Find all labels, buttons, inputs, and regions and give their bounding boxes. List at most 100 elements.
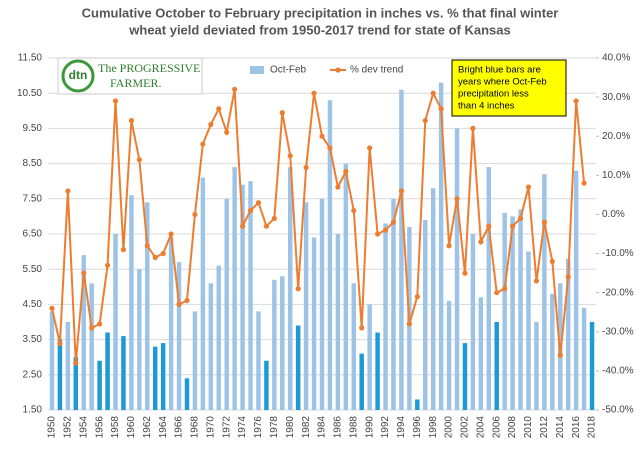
bar	[391, 198, 396, 410]
x-tick-label: 2010	[523, 416, 534, 439]
x-tick-label: 1956	[94, 416, 105, 439]
bar	[526, 251, 531, 410]
bar	[216, 265, 221, 410]
logo-mark: dtn	[69, 68, 88, 82]
annotation: years where Oct-Feb	[458, 77, 547, 88]
marker	[462, 270, 468, 276]
bar	[272, 279, 277, 410]
annotation-box	[451, 59, 567, 117]
y-tick-label: 3.50	[23, 334, 43, 345]
x-tick-label: 2004	[475, 416, 486, 439]
bar	[581, 307, 587, 410]
marker	[136, 157, 142, 163]
marker	[184, 297, 190, 304]
marker	[216, 106, 222, 112]
bar	[454, 128, 460, 410]
y-tick-label: 7.50	[23, 193, 43, 204]
bar	[57, 339, 63, 410]
marker	[517, 215, 524, 221]
bar	[176, 262, 182, 410]
x-tick-label: 2008	[507, 416, 518, 439]
x-tick-label: 1950	[47, 416, 58, 439]
bar	[168, 237, 174, 410]
marker	[374, 231, 381, 237]
y-tick-label: 1.50	[23, 405, 43, 416]
bar	[375, 332, 380, 410]
marker	[454, 196, 460, 202]
marker	[295, 286, 301, 292]
marker	[430, 90, 436, 96]
bar	[415, 399, 420, 410]
marker	[144, 243, 150, 249]
marker	[414, 293, 420, 300]
marker	[57, 340, 63, 347]
bar	[542, 174, 547, 410]
marker	[502, 286, 508, 292]
bar	[470, 234, 476, 410]
marker	[406, 321, 412, 327]
bar	[121, 336, 126, 410]
marker	[263, 223, 270, 229]
bar	[89, 283, 94, 410]
x-tick-label: 1982	[301, 416, 312, 439]
y-tick-label: 5.50	[23, 264, 43, 275]
y2-tick-label: 30.0%	[602, 92, 630, 103]
x-tick-label: 1978	[269, 416, 280, 439]
marker	[89, 325, 95, 331]
marker	[279, 110, 285, 116]
bar	[423, 219, 428, 410]
marker	[271, 215, 277, 221]
annotation: Bright blue bars are	[458, 65, 541, 76]
bar	[565, 258, 571, 410]
y-tick-label: 8.50	[23, 158, 43, 169]
x-tick-label: 1970	[205, 416, 216, 439]
bar	[184, 378, 190, 410]
y2-tick-label: 40.0%	[602, 53, 630, 64]
marker	[239, 223, 246, 229]
x-tick-label: 1980	[285, 416, 296, 439]
y2-tick-label: 20.0%	[602, 131, 630, 142]
y-tick-label: 9.50	[23, 123, 43, 134]
bar	[49, 311, 55, 410]
chart-title: Cumulative October to February precipita…	[82, 5, 559, 20]
marker	[200, 141, 206, 147]
marker	[557, 352, 563, 358]
marker	[351, 207, 357, 214]
x-tick-label: 1974	[237, 416, 248, 439]
x-tick-label: 2000	[444, 416, 455, 439]
y-tick-label: 2.50	[23, 369, 43, 380]
marker	[470, 125, 476, 131]
marker	[303, 164, 309, 171]
y-tick-label: 11.50	[18, 53, 43, 64]
bar	[430, 188, 436, 410]
x-tick-label: 1994	[396, 416, 407, 439]
marker	[81, 270, 87, 276]
x-tick-label: 1972	[221, 416, 232, 439]
marker	[382, 227, 389, 233]
marker	[97, 321, 103, 327]
bar	[399, 89, 404, 411]
logo-circle	[61, 59, 95, 93]
bar	[264, 360, 269, 410]
x-tick-label: 1998	[428, 416, 439, 439]
marker	[335, 184, 341, 190]
x-tick-label: 1986	[333, 416, 344, 439]
y2-tick-label: -10.0%	[602, 248, 634, 259]
bar	[232, 167, 237, 410]
marker	[232, 86, 238, 92]
y-tick-label: 4.50	[23, 299, 43, 310]
y2-tick-label: 0.0%	[602, 209, 625, 220]
marker	[549, 258, 555, 264]
marker	[319, 133, 325, 139]
x-tick-label: 1990	[364, 416, 375, 439]
marker	[525, 184, 532, 190]
marker	[478, 239, 484, 245]
x-tick-label: 1988	[348, 416, 359, 439]
bar	[319, 198, 325, 410]
x-tick-label: 1952	[62, 416, 73, 439]
marker	[327, 145, 333, 151]
bar	[502, 212, 507, 410]
marker	[541, 219, 547, 225]
marker	[510, 223, 516, 229]
marker	[398, 188, 405, 194]
